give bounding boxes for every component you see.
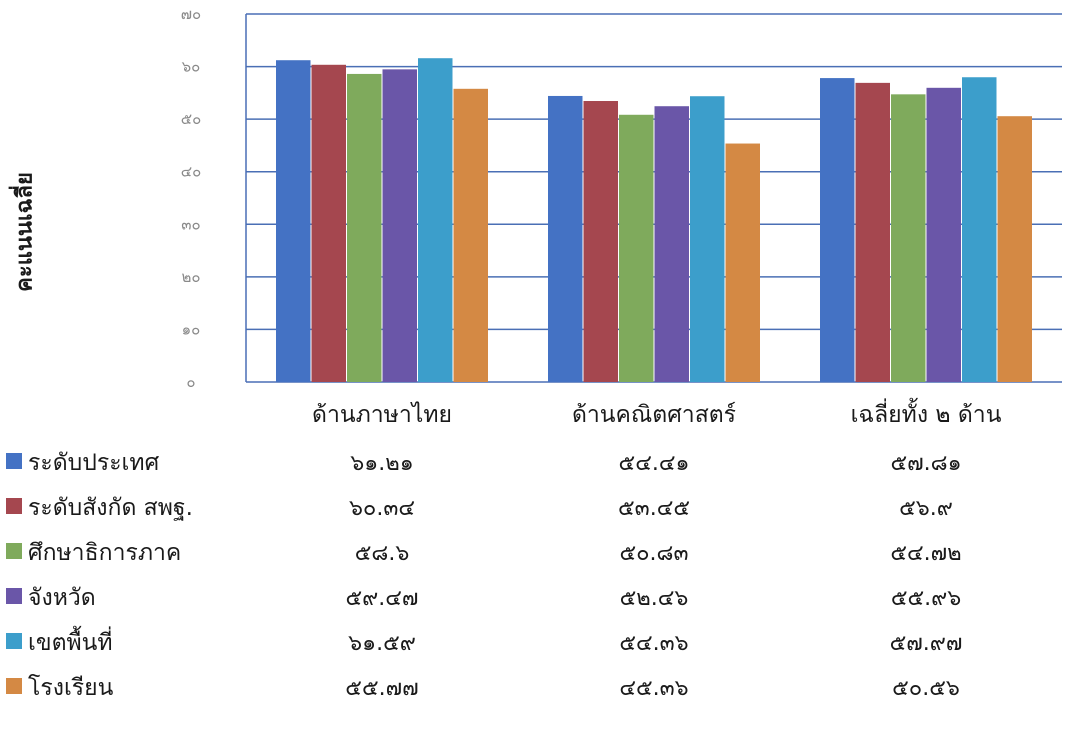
- bar: [583, 101, 618, 383]
- legend-swatch: [6, 498, 22, 514]
- bar: [690, 96, 725, 383]
- bar: [891, 94, 926, 383]
- bar: [820, 78, 855, 383]
- bar: [997, 116, 1032, 383]
- data-label: ๔๕.๓๖: [619, 676, 689, 701]
- bar: [619, 114, 654, 383]
- legend-series-name: โรงเรียน: [28, 675, 114, 701]
- data-label: ๕๒.๔๖: [619, 586, 689, 611]
- data-label: ๕๓.๔๕: [618, 496, 690, 521]
- bar: [654, 106, 689, 382]
- bar: [347, 73, 382, 382]
- data-label: ๖๑.๕๙: [348, 631, 416, 656]
- legend-series-name: จังหวัด: [28, 585, 96, 611]
- bar: [276, 60, 311, 382]
- legend-swatch: [6, 678, 22, 694]
- x-category-label: ด้านภาษาไทย: [312, 401, 452, 428]
- x-axis-categories: ด้านภาษาไทย ด้านคณิตศาสตร์ เฉลี่ยทั้ง ๒ ด้…: [312, 398, 1002, 428]
- legend-swatch: [6, 633, 22, 649]
- y-axis-title: คะแนนเฉลี่ย: [11, 172, 37, 292]
- bars: [276, 58, 1032, 383]
- x-category-label: ด้านคณิตศาสตร์: [572, 401, 736, 428]
- legend-swatch: [6, 588, 22, 604]
- data-label: ๕๗.๘๑: [890, 451, 962, 476]
- legend-series-name: ระดับประเทศ: [28, 450, 160, 476]
- bar: [311, 64, 346, 382]
- legend-series-name: ระดับสังกัด สพฐ.: [28, 495, 193, 521]
- y-tick-label: ๗๐: [181, 5, 201, 23]
- data-label: ๕๔.๓๖: [619, 631, 689, 656]
- y-tick-label: ๒๐: [181, 268, 200, 286]
- y-tick-label: ๓๐: [181, 215, 200, 233]
- data-label: ๕๘.๖: [354, 541, 410, 566]
- data-label: ๕๙.๔๗: [345, 586, 419, 611]
- y-tick-label: ๑๐: [182, 320, 201, 338]
- data-label: ๖๐.๓๔: [348, 496, 416, 521]
- x-category-label: เฉลี่ยทั้ง ๒ ด้าน: [851, 398, 1002, 428]
- bar: [962, 77, 997, 382]
- y-tick-label: ๔๐: [181, 163, 202, 181]
- bar-chart: ๐ ๑๐ ๒๐ ๓๐ ๔๐ ๕๐ ๖๐ ๗๐ ด้านภาษาไทย ด้านคณิตศาสตร…: [181, 5, 1062, 428]
- legend-swatch: [6, 453, 22, 469]
- data-label: ๕๕.๙๖: [890, 586, 962, 611]
- bar: [855, 82, 890, 383]
- data-label: ๕๕.๗๗: [345, 676, 419, 701]
- data-label: ๕๖.๙: [899, 496, 953, 521]
- bar: [453, 88, 488, 382]
- bar: [548, 95, 583, 382]
- data-label: ๕๗.๙๗: [889, 631, 963, 656]
- y-axis-ticks: ๐ ๑๐ ๒๐ ๓๐ ๔๐ ๕๐ ๖๐ ๗๐: [181, 5, 202, 391]
- data-label: ๕๐.๘๓: [619, 541, 689, 566]
- legend-series-name: ศึกษาธิการภาค: [28, 540, 182, 566]
- data-label: ๖๑.๒๑: [350, 451, 414, 476]
- legend-swatch: [6, 543, 22, 559]
- bar: [382, 69, 417, 382]
- y-tick-label: ๖๐: [182, 58, 201, 76]
- bar: [926, 87, 961, 382]
- data-label: ๕๔.๗๒: [890, 541, 962, 566]
- data-label: ๕๐.๕๖: [892, 676, 960, 701]
- bar: [418, 58, 453, 382]
- y-tick-label: ๐: [186, 373, 195, 391]
- grid-lines: [245, 13, 1062, 383]
- bar: [725, 143, 760, 382]
- y-tick-label: ๕๐: [181, 110, 202, 128]
- legend-series-name: เขตพื้นที่: [28, 630, 113, 656]
- data-label: ๕๔.๔๑: [618, 451, 690, 476]
